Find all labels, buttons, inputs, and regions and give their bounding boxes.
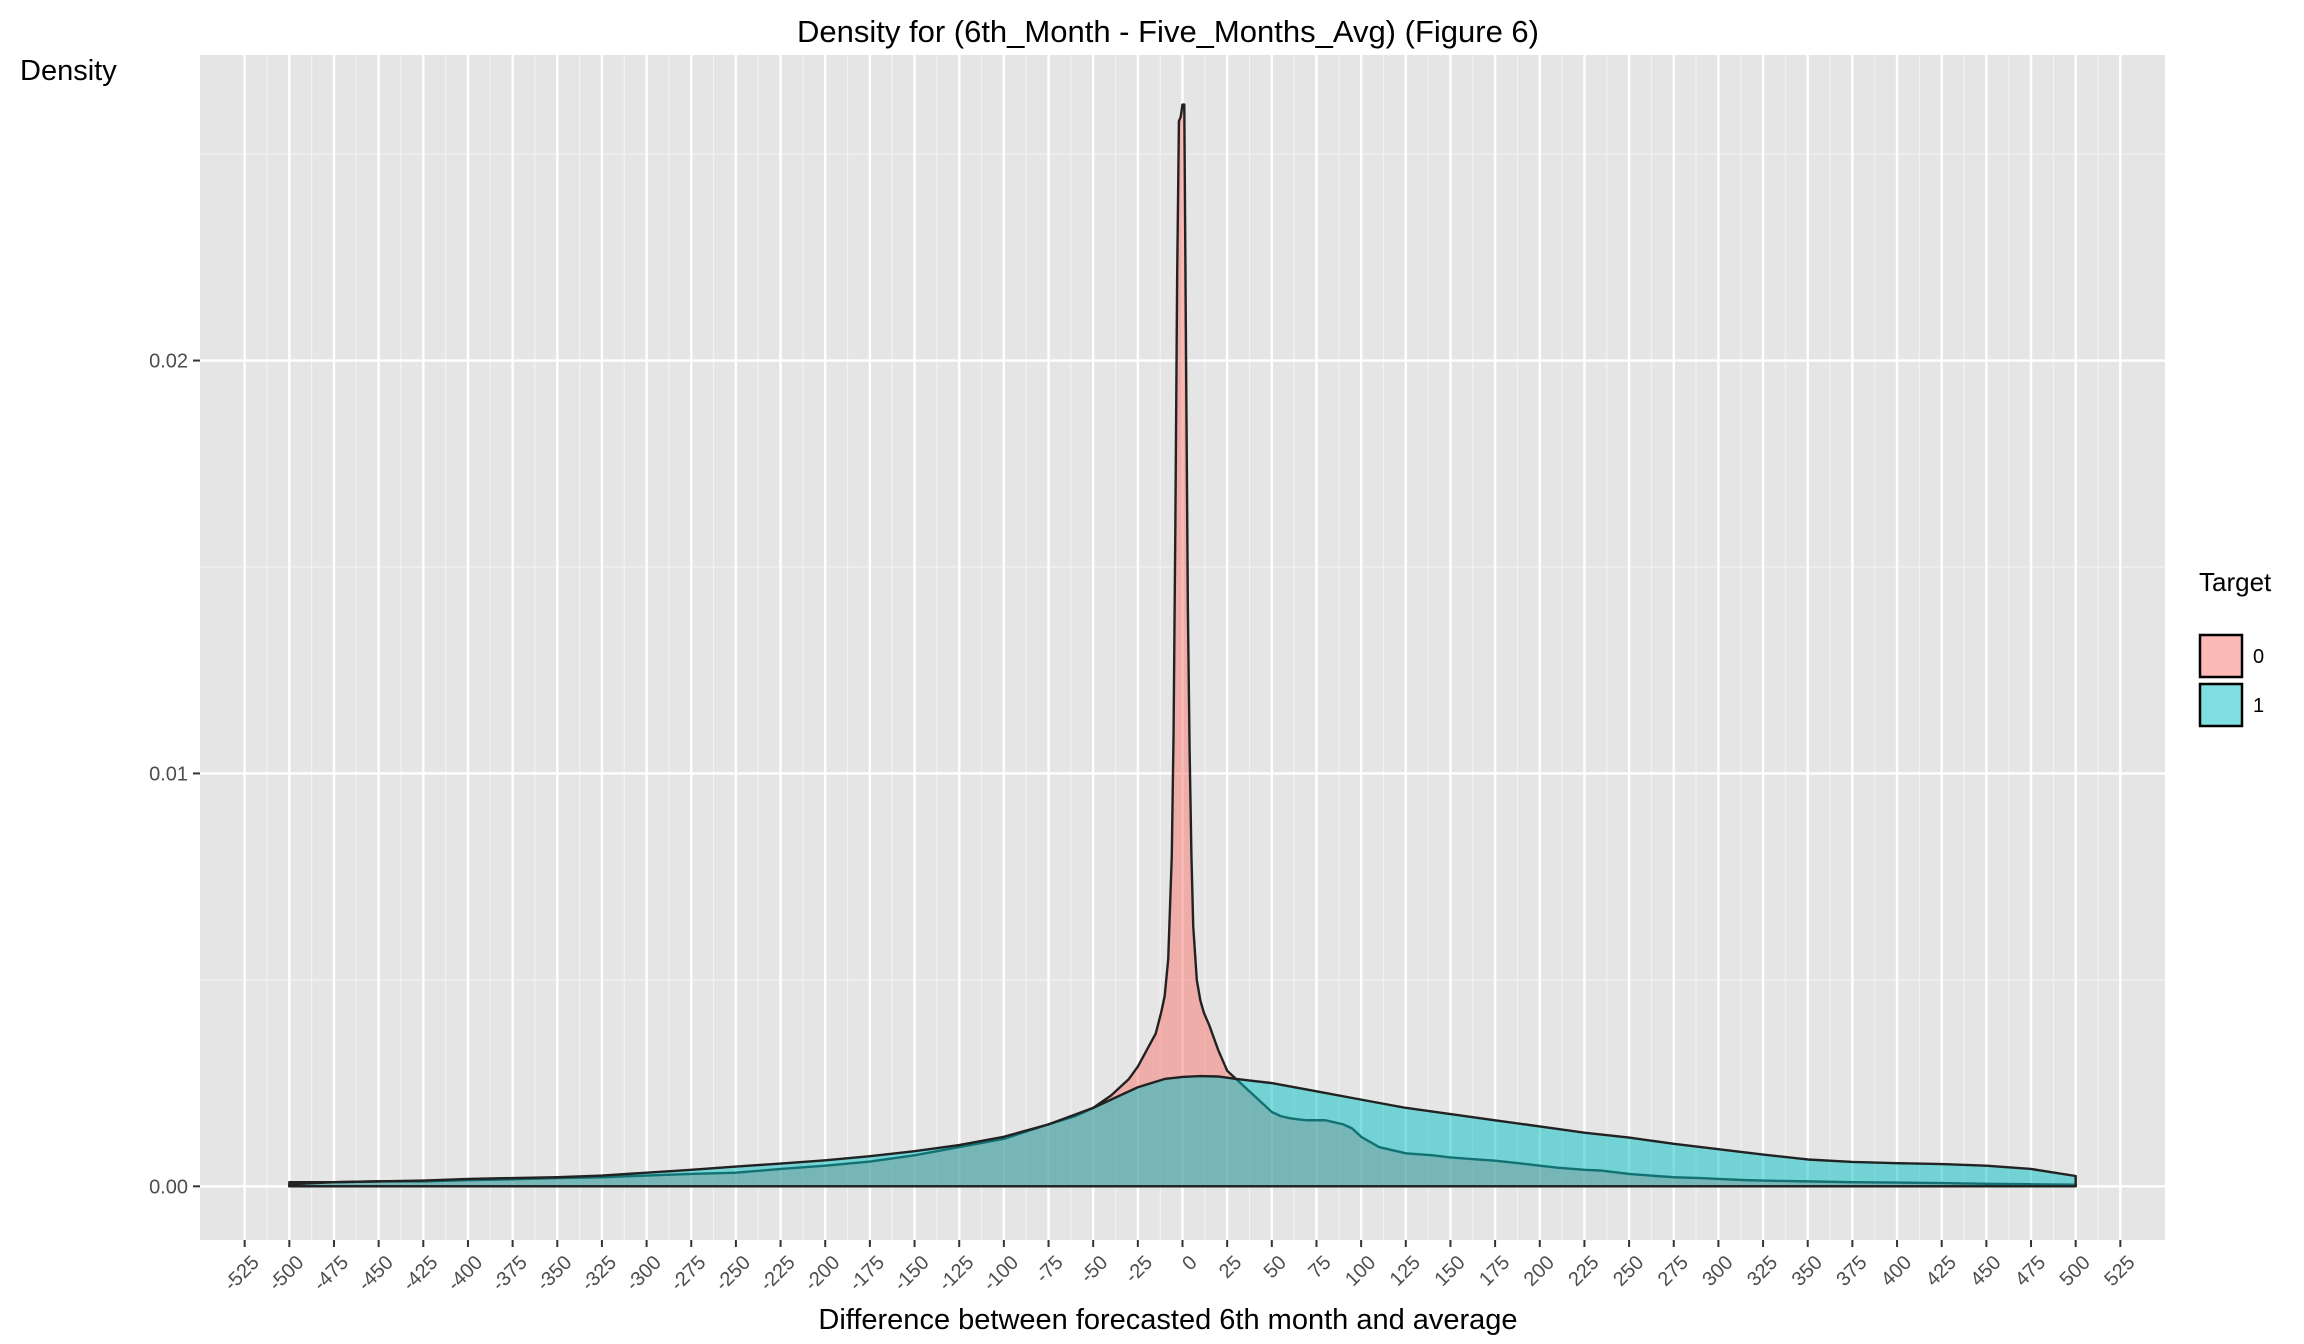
y-axis: 0.00 0.01 0.02 [149,351,200,1198]
legend-title: Target [2199,567,2272,597]
y-axis-title: Density [20,55,117,87]
x-axis-title: Difference between forecasted 6th month … [818,1304,1517,1336]
legend-key-1 [2198,682,2244,728]
legend-label-1: 1 [2253,695,2264,717]
legend-label-0: 0 [2253,646,2264,668]
legend-key-0 [2198,633,2244,679]
y-tick-label: 0.02 [149,351,188,373]
y-tick-label: 0.01 [149,763,188,785]
series-layer [288,103,2077,1188]
legend: Target 0 1 [2198,567,2272,728]
density-area-target-1 [288,1074,2077,1188]
y-tick-label: 0.00 [149,1176,188,1198]
chart-title: Density for (6th_Month - Five_Months_Avg… [797,14,1539,49]
